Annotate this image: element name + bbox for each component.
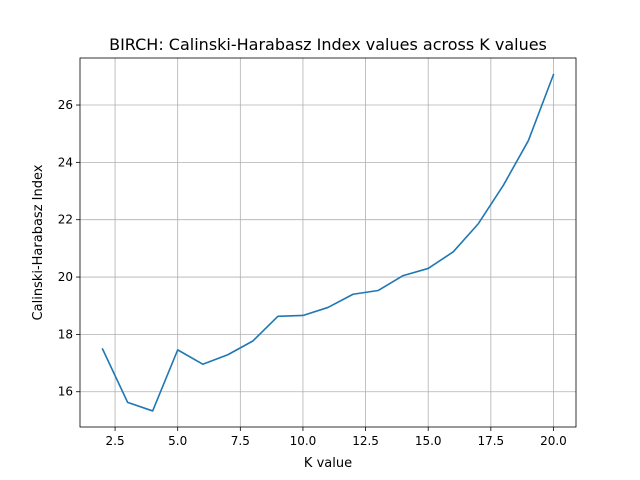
- y-tick-label: 20: [58, 270, 73, 284]
- series-layer: [103, 75, 554, 411]
- y-axis-label: Calinski-Harabasz Index: [31, 164, 46, 320]
- x-tick-label: 12.5: [352, 434, 379, 448]
- series-line: [103, 75, 554, 411]
- chart-title: BIRCH: Calinski-Harabasz Index values ac…: [109, 35, 547, 54]
- x-tick-label: 20.0: [540, 434, 567, 448]
- y-axis: 16 18 20 22 24 26: [58, 98, 80, 399]
- x-tick-label: 7.5: [231, 434, 250, 448]
- y-tick-label: 18: [58, 327, 73, 341]
- x-axis: 2.5 5.0 7.5 10.0 12.5 15.0 17.5 20.0: [106, 427, 567, 448]
- grid: [80, 58, 576, 427]
- x-axis-label: K value: [304, 456, 352, 471]
- x-tick-label: 10.0: [290, 434, 317, 448]
- x-tick-label: 17.5: [477, 434, 504, 448]
- plot-frame: [80, 58, 576, 427]
- y-tick-label: 16: [58, 385, 73, 399]
- x-tick-label: 5.0: [168, 434, 187, 448]
- x-tick-label: 15.0: [415, 434, 442, 448]
- y-tick-label: 22: [58, 213, 73, 227]
- y-tick-label: 24: [58, 155, 73, 169]
- x-tick-label: 2.5: [106, 434, 125, 448]
- y-tick-label: 26: [58, 98, 73, 112]
